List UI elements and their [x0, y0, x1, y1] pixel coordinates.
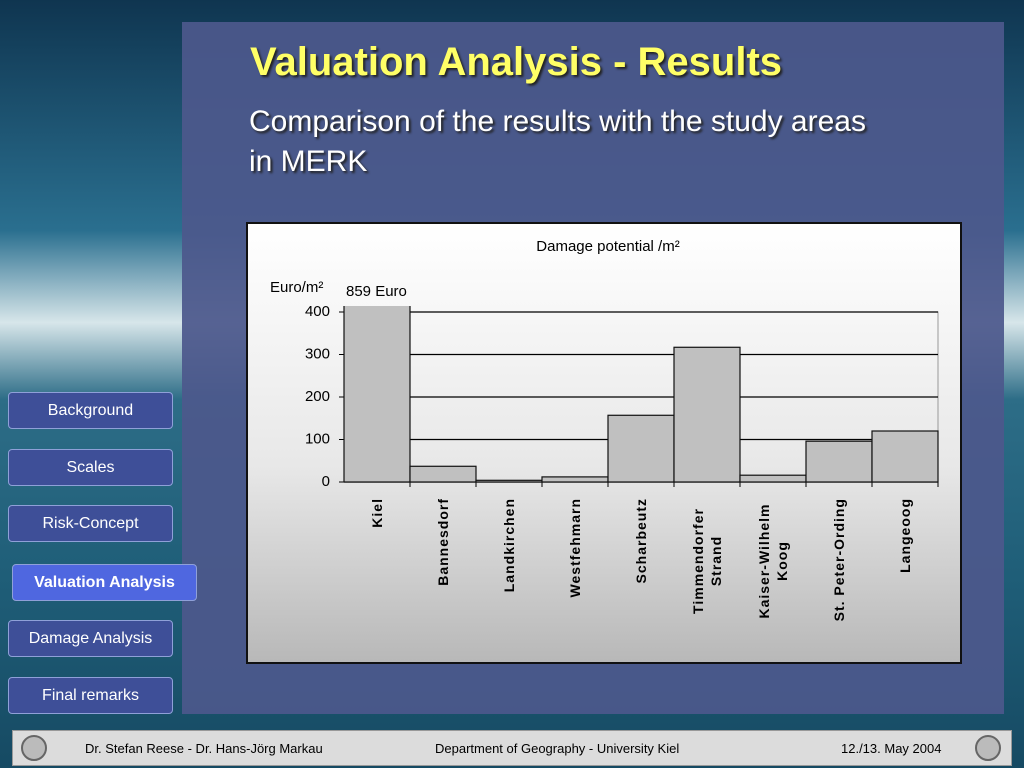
x-tick-label-text: Kiel	[369, 498, 385, 528]
nav-button[interactable]: Final remarks	[8, 677, 173, 714]
bar	[409, 465, 477, 483]
x-tick-label-text: Kaiser-Wilhelm Koog	[756, 503, 790, 619]
bar	[541, 476, 609, 483]
x-tick-label: Timmendorfer Strand	[687, 498, 727, 628]
x-tick-label: St. Peter-Ording	[819, 498, 859, 628]
y-axis-label: Euro/m²	[270, 279, 323, 296]
y-tick-label: 0	[322, 473, 330, 490]
bar	[673, 346, 741, 483]
annotation: 859 Euro	[346, 283, 407, 300]
y-tick-label: 300	[305, 345, 330, 362]
bar	[805, 440, 873, 483]
y-tick-label: 200	[305, 388, 330, 405]
nav-button-text: Damage Analysis	[28, 629, 153, 647]
nav-button-text: Risk-Concept	[42, 514, 139, 532]
nav-button[interactable]: Risk-Concept	[8, 505, 173, 542]
footer-date: 12./13. May 2004	[841, 741, 942, 756]
nav-button-text: Scales	[66, 458, 115, 476]
bar	[343, 306, 411, 483]
x-tick-label: Landkirchen	[489, 498, 529, 628]
x-tick-label: Westfehmarn	[555, 498, 595, 628]
nav-button-text: Background	[47, 401, 134, 419]
x-tick-label-text: Langeoog	[897, 498, 913, 573]
footer-authors: Dr. Stefan Reese - Dr. Hans-Jörg Markau	[85, 741, 323, 756]
bar	[739, 474, 807, 483]
y-tick-label: 400	[305, 303, 330, 320]
nav-button[interactable]: Scales	[8, 449, 173, 486]
x-tick-label: Scharbeutz	[621, 498, 661, 628]
nav-button-text: Valuation Analysis	[34, 573, 175, 591]
x-tick-label-text: Timmendorfer Strand	[690, 508, 724, 614]
x-tick-label: Langeoog	[885, 498, 925, 628]
bar	[607, 414, 675, 483]
x-tick-label-text: Landkirchen	[501, 498, 517, 593]
chart-title: Damage potential /m²	[536, 238, 679, 255]
bar	[871, 430, 939, 483]
x-tick-label: Kaiser-Wilhelm Koog	[753, 498, 793, 628]
x-tick-label-text: Bannesdorf	[435, 498, 451, 586]
nav-button[interactable]: Valuation Analysis	[12, 564, 197, 601]
bar	[475, 479, 543, 483]
x-tick-label: Kiel	[357, 498, 397, 628]
slide-subtitle: Comparison of the results with the study…	[249, 105, 866, 178]
logo	[975, 735, 1001, 761]
x-tick-label-text: St. Peter-Ording	[831, 498, 847, 622]
y-tick-label: 100	[305, 430, 330, 447]
logo	[21, 735, 47, 761]
slide-title: Valuation Analysis - Results	[250, 40, 783, 84]
nav-button[interactable]: Damage Analysis	[8, 620, 173, 657]
x-tick-label-text: Scharbeutz	[633, 498, 649, 584]
nav-button-text: Final remarks	[42, 686, 139, 704]
x-tick-label-text: Westfehmarn	[567, 498, 583, 598]
x-tick-label: Bannesdorf	[423, 498, 463, 628]
footer: Dr. Stefan Reese - Dr. Hans-Jörg Markau …	[12, 730, 1012, 766]
nav-button[interactable]: Background	[8, 392, 173, 429]
footer-department: Department of Geography - University Kie…	[435, 741, 680, 756]
